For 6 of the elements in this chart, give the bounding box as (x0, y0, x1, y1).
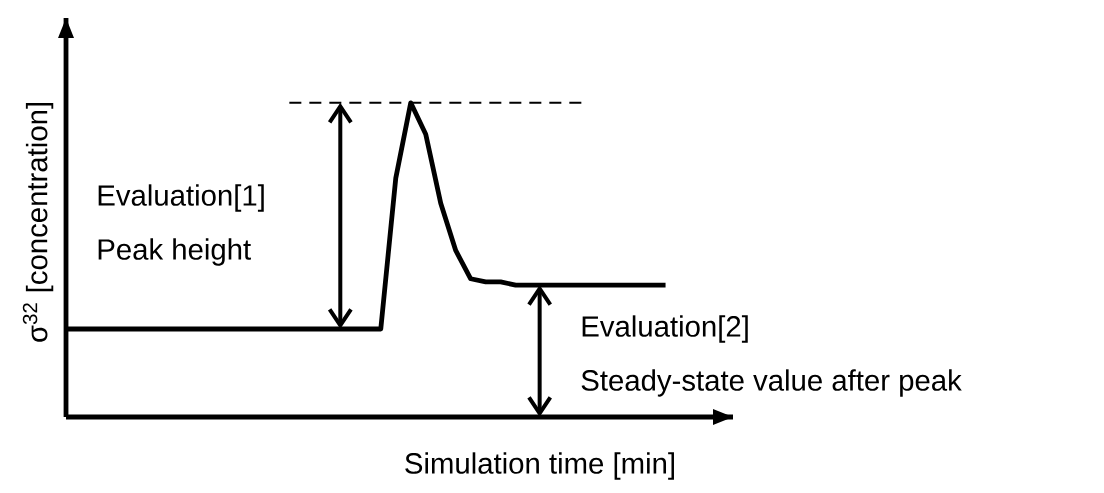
annotation: Steady-state value after peak (581, 369, 962, 397)
annotation: Evaluation[2] (582, 315, 748, 343)
annotation: Peak height (98, 238, 251, 266)
x-axis-title: Simulation time [min] (405, 452, 674, 480)
annotation: Evaluation[1] (98, 184, 264, 212)
y-axis-title: σ$^{32}$ [concentration] (22, 103, 54, 342)
